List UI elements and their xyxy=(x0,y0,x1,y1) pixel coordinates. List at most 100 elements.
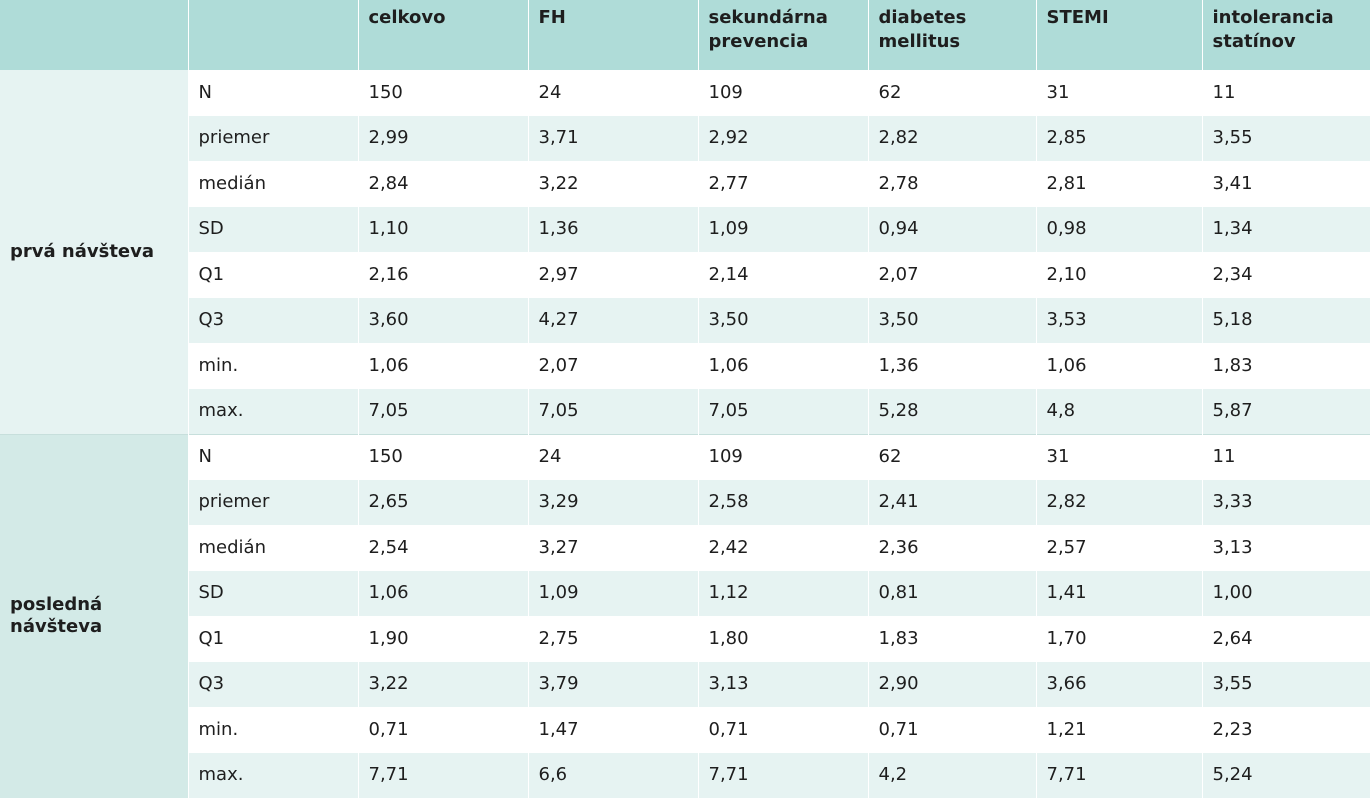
cell-sekundarna-prevencia: 7,71 xyxy=(697,752,868,798)
cell-stemi: 2,57 xyxy=(1035,525,1202,571)
cell-intolerancia-statinov: 11 xyxy=(1201,70,1370,116)
cell-intolerancia-statinov: 3,55 xyxy=(1201,115,1370,161)
cell-intolerancia-statinov: 5,87 xyxy=(1201,388,1370,434)
cell-stemi: 0,98 xyxy=(1035,206,1202,252)
cell-diabetes-mellitus: 4,2 xyxy=(867,752,1036,798)
cell-intolerancia-statinov: 5,18 xyxy=(1201,297,1370,343)
table-row: SD 1,10 1,36 1,09 0,94 0,98 1,34 xyxy=(0,206,1370,252)
group-label: prvá návšteva xyxy=(0,70,188,434)
stat-label: Q3 xyxy=(187,661,358,707)
cell-sekundarna-prevencia: 2,77 xyxy=(697,161,868,207)
cell-intolerancia-statinov: 1,00 xyxy=(1201,570,1370,616)
cell-diabetes-mellitus: 0,94 xyxy=(867,206,1036,252)
cell-stemi: 2,10 xyxy=(1035,252,1202,298)
stat-label: SD xyxy=(187,206,358,252)
header-sekundarna-prevencia: sekundárna prevencia xyxy=(697,0,868,70)
cell-fh: 2,75 xyxy=(527,616,698,662)
cell-sekundarna-prevencia: 1,06 xyxy=(697,343,868,389)
cell-diabetes-mellitus: 2,90 xyxy=(867,661,1036,707)
cell-celkovo: 1,06 xyxy=(357,343,528,389)
cell-fh: 3,71 xyxy=(527,115,698,161)
cell-diabetes-mellitus: 0,81 xyxy=(867,570,1036,616)
cell-intolerancia-statinov: 11 xyxy=(1201,433,1370,480)
table-row: medián 2,54 3,27 2,42 2,36 2,57 3,13 xyxy=(0,525,1370,571)
cell-fh: 2,97 xyxy=(527,252,698,298)
stat-label: max. xyxy=(187,388,358,434)
header-stemi: STEMI xyxy=(1035,0,1202,70)
stat-label: min. xyxy=(187,343,358,389)
cell-sekundarna-prevencia: 1,80 xyxy=(697,616,868,662)
cell-stemi: 1,06 xyxy=(1035,343,1202,389)
cell-intolerancia-statinov: 3,33 xyxy=(1201,479,1370,525)
cell-fh: 7,05 xyxy=(527,388,698,434)
cell-diabetes-mellitus: 2,07 xyxy=(867,252,1036,298)
cell-stemi: 3,66 xyxy=(1035,661,1202,707)
cell-fh: 1,36 xyxy=(527,206,698,252)
table-body: prvá návšteva N 150 24 109 62 31 11 priemer 2,99 3… xyxy=(0,70,1370,798)
cell-celkovo: 0,71 xyxy=(357,707,528,753)
table-row: prvá návšteva N 150 24 109 62 31 11 xyxy=(0,70,1370,434)
cell-fh: 3,27 xyxy=(527,525,698,571)
cell-sekundarna-prevencia: 3,13 xyxy=(697,661,868,707)
cell-celkovo: 2,16 xyxy=(357,252,528,298)
header-row: celkovo FH sekundárna prevencia diabetes… xyxy=(0,0,1370,70)
stat-label: priemer xyxy=(187,479,358,525)
cell-sekundarna-prevencia: 0,71 xyxy=(697,707,868,753)
stat-label: Q3 xyxy=(187,297,358,343)
cell-celkovo: 1,06 xyxy=(357,570,528,616)
cell-intolerancia-statinov: 2,23 xyxy=(1201,707,1370,753)
cell-stemi: 3,53 xyxy=(1035,297,1202,343)
header-corner xyxy=(0,0,188,70)
cell-diabetes-mellitus: 3,50 xyxy=(867,297,1036,343)
cell-diabetes-mellitus: 2,78 xyxy=(867,161,1036,207)
stat-label: medián xyxy=(187,525,358,571)
table-row: Q1 2,16 2,97 2,14 2,07 2,10 2,34 xyxy=(0,252,1370,298)
cell-intolerancia-statinov: 1,83 xyxy=(1201,343,1370,389)
cell-diabetes-mellitus: 2,82 xyxy=(867,115,1036,161)
stat-label: Q1 xyxy=(187,252,358,298)
cell-diabetes-mellitus: 1,36 xyxy=(867,343,1036,389)
cell-stemi: 31 xyxy=(1035,433,1202,480)
cell-stemi: 31 xyxy=(1035,70,1202,116)
table-row: posledná návšteva N 150 24 109 62 31 11 xyxy=(0,433,1370,798)
stat-label: N xyxy=(187,433,358,480)
cell-diabetes-mellitus: 62 xyxy=(867,433,1036,480)
cell-stemi: 2,81 xyxy=(1035,161,1202,207)
header-intolerancia-statinov: intolerancia statínov xyxy=(1201,0,1370,70)
cell-celkovo: 7,05 xyxy=(357,388,528,434)
cell-celkovo: 1,10 xyxy=(357,206,528,252)
cell-stemi: 1,41 xyxy=(1035,570,1202,616)
table-row: priemer 2,99 3,71 2,92 2,82 2,85 3,55 xyxy=(0,115,1370,161)
cell-fh: 4,27 xyxy=(527,297,698,343)
table-row: Q3 3,22 3,79 3,13 2,90 3,66 3,55 xyxy=(0,661,1370,707)
table-row: max. 7,05 7,05 7,05 5,28 4,8 5,87 xyxy=(0,388,1370,434)
cell-diabetes-mellitus: 62 xyxy=(867,70,1036,116)
header-stat xyxy=(187,0,358,70)
cell-sekundarna-prevencia: 2,42 xyxy=(697,525,868,571)
cell-sekundarna-prevencia: 109 xyxy=(697,433,868,480)
stat-label: priemer xyxy=(187,115,358,161)
table-row: priemer 2,65 3,29 2,58 2,41 2,82 3,33 xyxy=(0,479,1370,525)
cell-fh: 24 xyxy=(527,433,698,480)
cell-fh: 3,22 xyxy=(527,161,698,207)
cell-stemi: 4,8 xyxy=(1035,388,1202,434)
cell-fh: 3,29 xyxy=(527,479,698,525)
cell-stemi: 1,70 xyxy=(1035,616,1202,662)
stat-label: max. xyxy=(187,752,358,798)
cell-intolerancia-statinov: 5,24 xyxy=(1201,752,1370,798)
cell-fh: 1,47 xyxy=(527,707,698,753)
table-row: Q3 3,60 4,27 3,50 3,50 3,53 5,18 xyxy=(0,297,1370,343)
cell-celkovo: 150 xyxy=(357,433,528,480)
table-row: min. 1,06 2,07 1,06 1,36 1,06 1,83 xyxy=(0,343,1370,389)
table-row: medián 2,84 3,22 2,77 2,78 2,81 3,41 xyxy=(0,161,1370,207)
header-celkovo: celkovo xyxy=(357,0,528,70)
table-row: SD 1,06 1,09 1,12 0,81 1,41 1,00 xyxy=(0,570,1370,616)
cell-celkovo: 2,54 xyxy=(357,525,528,571)
cell-sekundarna-prevencia: 2,14 xyxy=(697,252,868,298)
table-row: Q1 1,90 2,75 1,80 1,83 1,70 2,64 xyxy=(0,616,1370,662)
cell-intolerancia-statinov: 2,64 xyxy=(1201,616,1370,662)
cell-intolerancia-statinov: 3,41 xyxy=(1201,161,1370,207)
cell-celkovo: 2,99 xyxy=(357,115,528,161)
cell-celkovo: 150 xyxy=(357,70,528,116)
